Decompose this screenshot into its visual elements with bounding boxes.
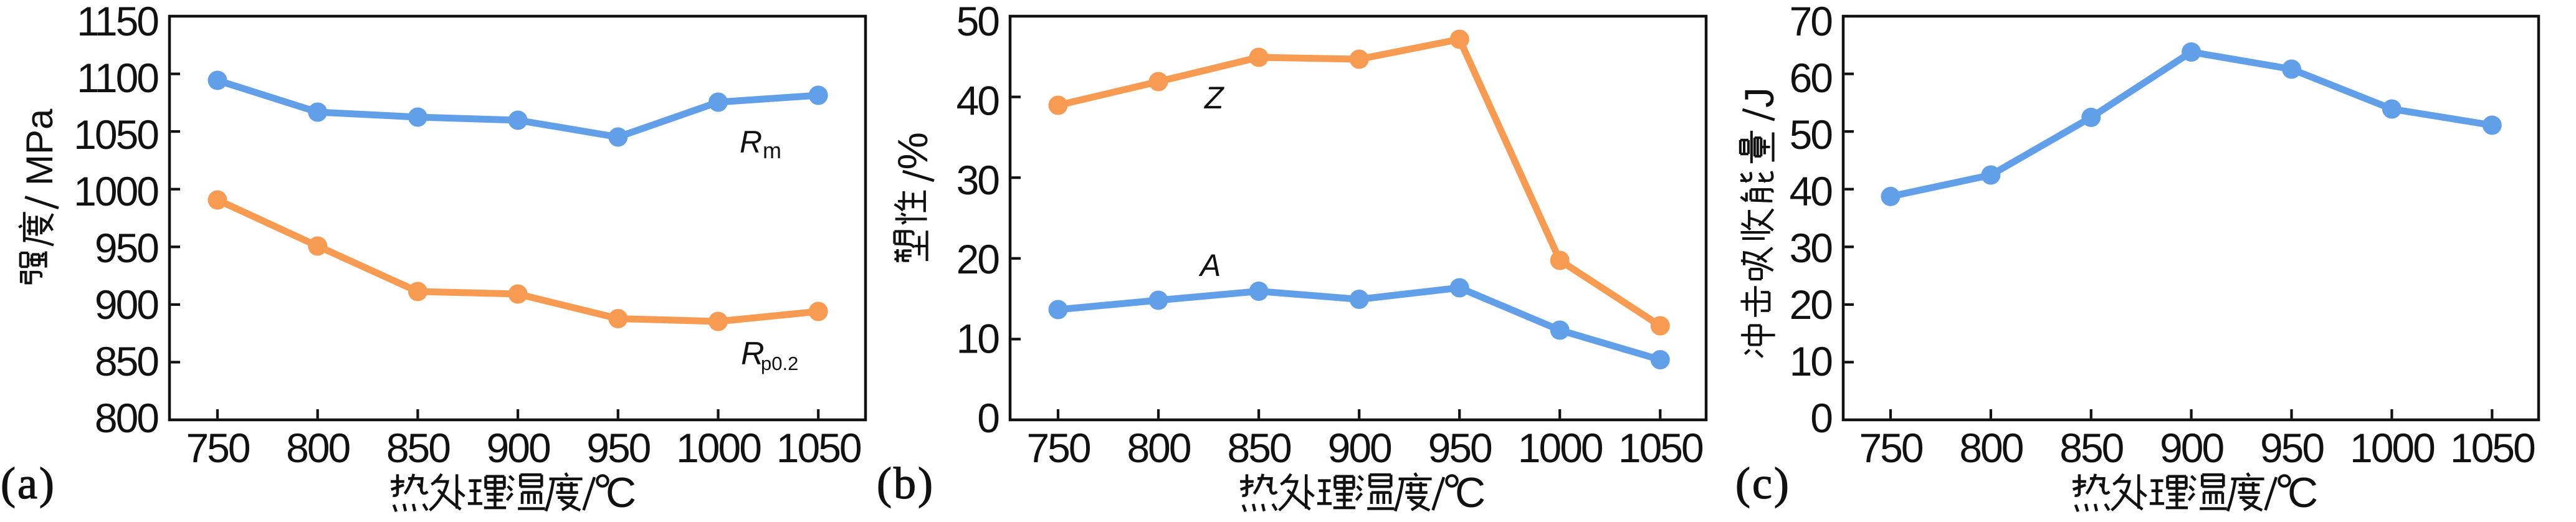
svg-text:30: 30 <box>1790 225 1833 271</box>
svg-text:MPa: MPa <box>19 108 60 186</box>
svg-text:850: 850 <box>2059 425 2123 471</box>
svg-text:800: 800 <box>95 395 158 441</box>
svg-text:1050: 1050 <box>1618 425 1703 471</box>
svg-text:850: 850 <box>1228 425 1291 471</box>
svg-text:1050: 1050 <box>74 112 158 158</box>
svg-text:1000: 1000 <box>2350 425 2435 471</box>
svg-text:750: 750 <box>1026 425 1090 471</box>
svg-text:10: 10 <box>1790 338 1833 384</box>
svg-text:C: C <box>1455 469 1486 516</box>
svg-text:50: 50 <box>1790 112 1833 158</box>
svg-text:800: 800 <box>1127 425 1190 471</box>
svg-text:40: 40 <box>1790 168 1833 214</box>
svg-text:%: % <box>889 132 937 169</box>
svg-text:J: J <box>1736 87 1782 108</box>
svg-text:1000: 1000 <box>74 168 158 214</box>
svg-text:60: 60 <box>1790 55 1833 101</box>
svg-text:(b): (b) <box>877 458 935 508</box>
svg-text:1100: 1100 <box>77 55 158 101</box>
svg-text:20: 20 <box>956 236 999 282</box>
svg-text:950: 950 <box>95 225 158 271</box>
svg-text:70: 70 <box>1790 0 1833 44</box>
svg-text:C: C <box>606 469 636 516</box>
svg-text:750: 750 <box>1859 425 1922 471</box>
svg-text:850: 850 <box>386 425 450 471</box>
svg-text:950: 950 <box>2260 425 2324 471</box>
svg-text:m: m <box>763 138 781 163</box>
svg-text:R: R <box>741 336 765 372</box>
svg-text:900: 900 <box>487 425 550 471</box>
svg-text:800: 800 <box>1959 425 2023 471</box>
svg-text:950: 950 <box>586 425 650 471</box>
svg-text:A: A <box>1198 248 1221 283</box>
svg-text:1150: 1150 <box>77 0 158 44</box>
svg-text:40: 40 <box>956 77 999 123</box>
svg-text:900: 900 <box>1328 425 1391 471</box>
svg-text:1050: 1050 <box>2450 425 2535 471</box>
svg-text:0: 0 <box>977 395 999 441</box>
svg-text:20: 20 <box>1790 282 1833 328</box>
svg-text:10: 10 <box>956 316 999 362</box>
svg-text:950: 950 <box>1428 425 1492 471</box>
svg-text:C: C <box>2287 469 2318 516</box>
svg-text:50: 50 <box>956 0 999 44</box>
svg-text:1000: 1000 <box>1518 425 1603 471</box>
svg-text:900: 900 <box>95 282 158 328</box>
svg-text:1050: 1050 <box>776 425 861 471</box>
svg-text:30: 30 <box>956 157 999 203</box>
svg-text:(a): (a) <box>1 458 56 508</box>
svg-text:1000: 1000 <box>676 425 761 471</box>
svg-text:R: R <box>740 125 762 159</box>
svg-text:900: 900 <box>2160 425 2223 471</box>
svg-text:(c): (c) <box>1735 458 1791 508</box>
svg-text:0: 0 <box>1810 395 1832 441</box>
svg-text:800: 800 <box>286 425 350 471</box>
svg-text:850: 850 <box>95 338 158 384</box>
svg-text:p0.2: p0.2 <box>761 353 798 374</box>
svg-text:Z: Z <box>1204 80 1224 115</box>
svg-text:750: 750 <box>186 425 249 471</box>
